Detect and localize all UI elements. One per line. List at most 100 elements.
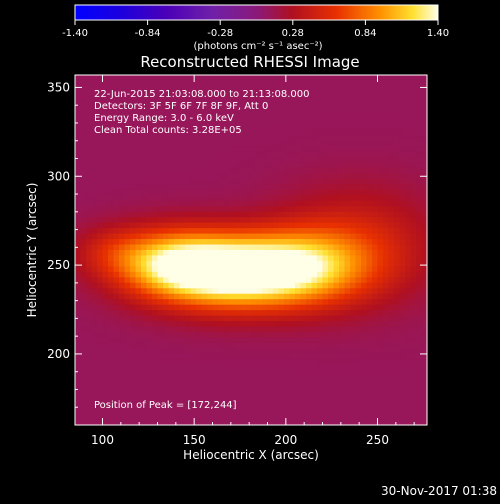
heatmap-cell	[284, 277, 290, 284]
heatmap-cell	[300, 321, 307, 327]
heatmap-cell	[97, 403, 103, 409]
heatmap-cell	[245, 113, 252, 120]
heatmap-cell	[229, 392, 235, 399]
heatmap-cell	[91, 124, 98, 131]
heatmap-cell	[207, 173, 213, 180]
heatmap-cell	[80, 293, 87, 300]
heatmap-cell	[372, 288, 378, 295]
heatmap-cell	[141, 266, 147, 273]
heatmap-cell	[394, 91, 400, 98]
heatmap-cell	[108, 129, 114, 136]
heatmap-cell	[262, 315, 268, 322]
heatmap-cell	[75, 408, 81, 415]
heatmap-cell	[377, 293, 384, 300]
heatmap-cell	[311, 96, 318, 103]
heatmap-cell	[157, 304, 164, 311]
heatmap-cell	[251, 392, 257, 399]
heatmap-cell	[135, 184, 142, 191]
heatmap-cell	[97, 239, 103, 245]
heatmap-cell	[300, 102, 307, 109]
heatmap-cell	[355, 255, 362, 262]
heatmap-cell	[350, 364, 356, 371]
heatmap-cell	[135, 140, 142, 147]
heatmap-cell	[146, 189, 153, 196]
heatmap-cell	[113, 124, 120, 131]
heatmap-cell	[108, 228, 114, 234]
heatmap-cell	[207, 304, 213, 311]
heatmap-cell	[366, 151, 373, 158]
heatmap-cell	[399, 107, 406, 114]
heatmap-cell	[328, 102, 334, 109]
heatmap-cell	[317, 124, 323, 131]
heatmap-cell	[207, 118, 213, 125]
heatmap-cell	[388, 228, 395, 234]
heatmap-cell	[86, 321, 92, 327]
heatmap-cell	[421, 244, 428, 251]
heatmap-cell	[91, 129, 98, 136]
heatmap-cell	[240, 282, 246, 289]
heatmap-cell	[130, 321, 136, 327]
heatmap-cell	[251, 217, 257, 224]
heatmap-cell	[295, 419, 301, 426]
heatmap-cell	[245, 217, 252, 224]
heatmap-cell	[124, 375, 131, 382]
heatmap-cell	[306, 200, 312, 207]
heatmap-cell	[102, 271, 109, 278]
heatmap-cell	[317, 255, 323, 262]
heatmap-cell	[179, 392, 186, 399]
heatmap-cell	[251, 124, 257, 131]
heatmap-cell	[262, 189, 268, 196]
heatmap-cell	[196, 75, 202, 81]
heatmap-cell	[234, 129, 241, 136]
heatmap-cell	[416, 277, 422, 284]
heatmap-cell	[234, 200, 241, 207]
heatmap-cell	[300, 184, 307, 191]
heatmap-cell	[124, 75, 131, 81]
heatmap-cell	[135, 375, 142, 382]
heatmap-cell	[289, 75, 296, 81]
heatmap-cell	[135, 359, 142, 366]
heatmap-cell	[124, 178, 131, 185]
heatmap-cell	[388, 222, 395, 229]
heatmap-cell	[130, 102, 136, 109]
heatmap-cell	[190, 151, 197, 158]
heatmap-cell	[113, 189, 120, 196]
heatmap-cell	[124, 91, 131, 98]
heatmap-cell	[108, 403, 114, 409]
heatmap-cell	[201, 337, 208, 344]
heatmap-cell	[284, 397, 290, 404]
heatmap-cell	[256, 173, 263, 180]
heatmap-cell	[256, 162, 263, 169]
heatmap-cell	[113, 228, 120, 234]
heatmap-cell	[179, 375, 186, 382]
heatmap-cell	[300, 299, 307, 306]
heatmap-cell	[201, 233, 208, 240]
heatmap-cell	[207, 113, 213, 120]
heatmap-cell	[366, 282, 373, 289]
heatmap-cell	[245, 353, 252, 360]
heatmap-cell	[240, 348, 246, 355]
heatmap-cell	[141, 414, 147, 420]
heatmap-cell	[75, 375, 81, 382]
heatmap-cell	[333, 211, 340, 218]
heatmap-cell	[410, 386, 417, 393]
heatmap-cell	[405, 288, 411, 295]
heatmap-cell	[185, 85, 191, 92]
heatmap-cell	[339, 200, 345, 207]
heatmap-cell	[262, 233, 268, 240]
heatmap-cell	[141, 299, 147, 306]
heatmap-cell	[80, 332, 87, 338]
heatmap-cell	[366, 260, 373, 267]
heatmap-cell	[289, 195, 296, 202]
heatmap-cell	[207, 282, 213, 289]
heatmap-cell	[300, 96, 307, 103]
heatmap-cell	[223, 392, 230, 399]
heatmap-cell	[223, 282, 230, 289]
heatmap-cell	[377, 151, 384, 158]
heatmap-cell	[146, 310, 153, 317]
heatmap-cell	[234, 239, 241, 245]
heatmap-cell	[339, 85, 345, 92]
heatmap-cell	[328, 381, 334, 388]
heatmap-cell	[190, 206, 197, 213]
heatmap-cell	[328, 157, 334, 163]
